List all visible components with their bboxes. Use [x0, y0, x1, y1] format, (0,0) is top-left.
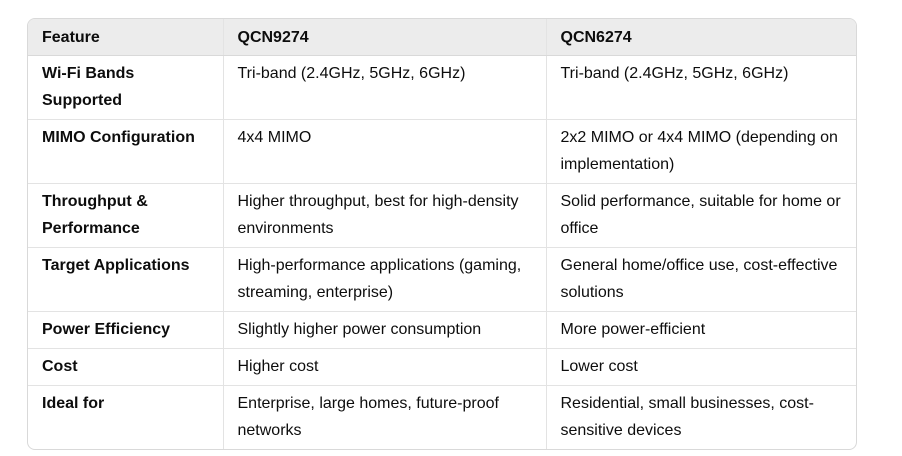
header-qcn6274: QCN6274 [546, 19, 856, 56]
feature-cell: Cost [28, 348, 224, 386]
table-row: Power Efficiency Slightly higher power c… [28, 311, 856, 349]
qcn9274-cell: Slightly higher power consumption [223, 311, 547, 349]
table-row: Wi-Fi Bands Supported Tri-band (2.4GHz, … [28, 55, 856, 120]
header-feature: Feature [28, 19, 224, 56]
qcn9274-cell: Higher throughput, best for high-density… [223, 183, 547, 248]
qcn9274-cell: High-performance applications (gaming, s… [223, 247, 547, 312]
feature-cell: Throughput & Performance [28, 183, 224, 248]
comparison-table-container: Feature QCN9274 QCN6274 Wi-Fi Bands Supp… [27, 18, 857, 450]
comparison-table: Feature QCN9274 QCN6274 Wi-Fi Bands Supp… [28, 19, 856, 449]
table-header-row: Feature QCN9274 QCN6274 [28, 19, 856, 56]
qcn6274-cell: Tri-band (2.4GHz, 5GHz, 6GHz) [546, 55, 856, 120]
feature-cell: Wi-Fi Bands Supported [28, 55, 224, 120]
qcn6274-cell: 2x2 MIMO or 4x4 MIMO (depending on imple… [546, 119, 856, 184]
feature-cell: Power Efficiency [28, 311, 224, 349]
qcn9274-cell: Higher cost [223, 348, 547, 386]
qcn6274-cell: General home/office use, cost-effective … [546, 247, 856, 312]
qcn9274-cell: Tri-band (2.4GHz, 5GHz, 6GHz) [223, 55, 547, 120]
table-row: Throughput & Performance Higher throughp… [28, 183, 856, 248]
header-qcn9274: QCN9274 [223, 19, 547, 56]
qcn6274-cell: Solid performance, suitable for home or … [546, 183, 856, 248]
table-row: Ideal for Enterprise, large homes, futur… [28, 385, 856, 449]
feature-cell: Ideal for [28, 385, 224, 449]
qcn9274-cell: Enterprise, large homes, future-proof ne… [223, 385, 547, 449]
feature-cell: MIMO Configuration [28, 119, 224, 184]
table-row: MIMO Configuration 4x4 MIMO 2x2 MIMO or … [28, 119, 856, 184]
table-row: Cost Higher cost Lower cost [28, 348, 856, 386]
qcn6274-cell: More power-efficient [546, 311, 856, 349]
qcn6274-cell: Lower cost [546, 348, 856, 386]
qcn6274-cell: Residential, small businesses, cost-sens… [560, 395, 814, 439]
feature-cell: Target Applications [28, 247, 224, 312]
qcn9274-cell: 4x4 MIMO [223, 119, 547, 184]
table-row: Target Applications High-performance app… [28, 247, 856, 312]
